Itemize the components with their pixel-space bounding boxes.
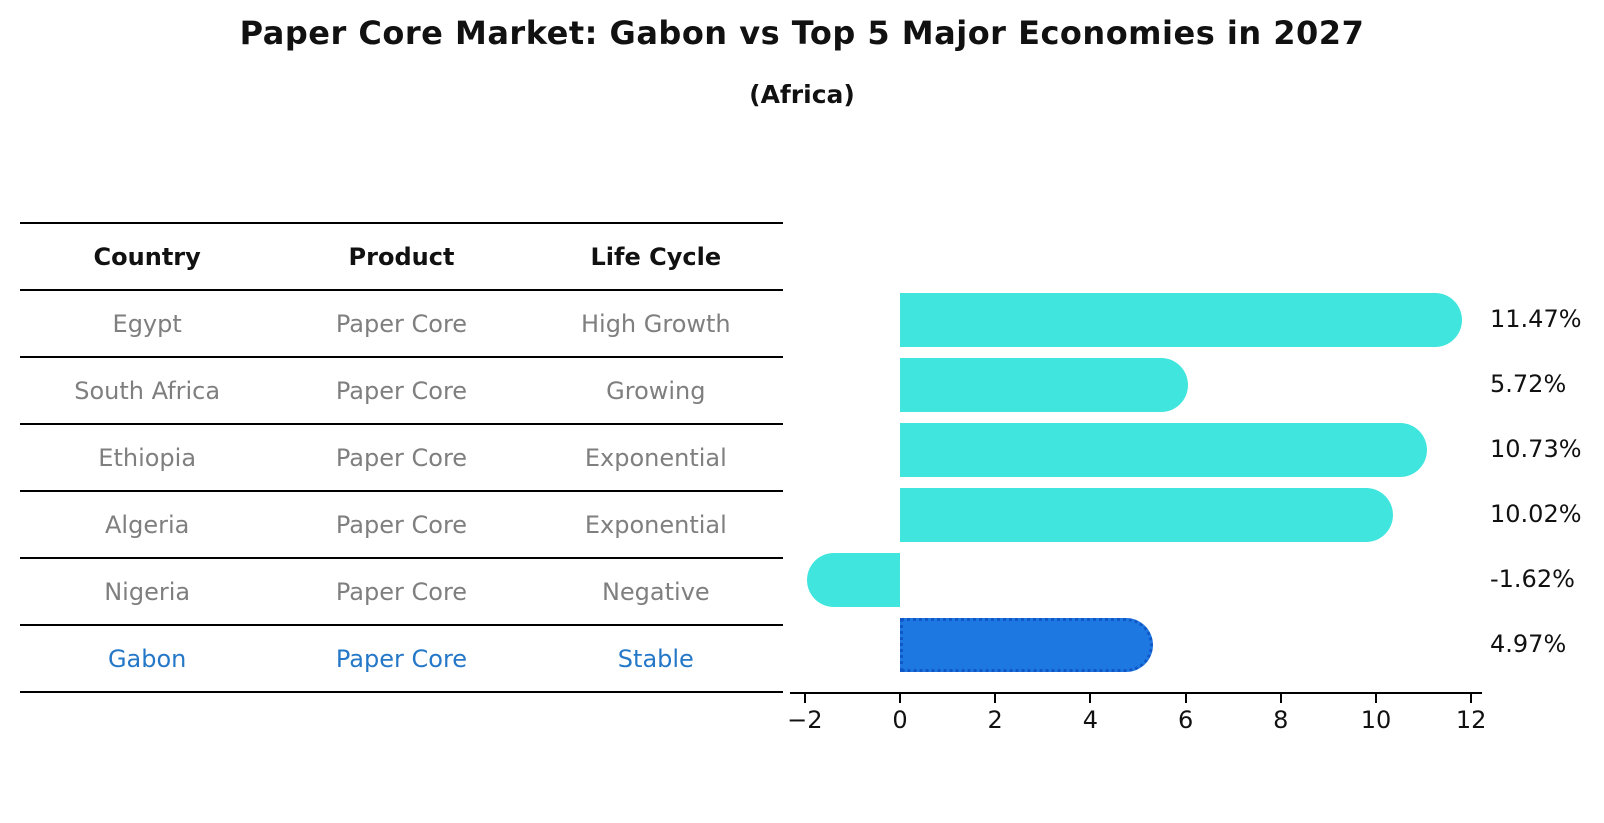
cell-country: Algeria (105, 510, 190, 539)
table-row-egypt: Egypt Paper Core High Growth (20, 291, 783, 358)
country-table: Country Product Life Cycle Egypt Paper Core H… (20, 222, 783, 693)
table-header-row: Country Product Life Cycle (20, 222, 783, 291)
bar-ethiopia (900, 423, 1427, 477)
value-label-ethiopia: 10.73% (1490, 435, 1582, 463)
table-header-life-cycle: Life Cycle (590, 242, 722, 271)
x-axis-tick (1184, 694, 1187, 703)
x-axis-tick-label: 10 (1360, 706, 1392, 734)
x-axis-tick-label: 4 (1082, 706, 1099, 734)
x-axis-tick (899, 694, 901, 703)
value-label-algeria: 10.02% (1490, 500, 1582, 528)
table-row-nigeria: Nigeria Paper Core Negative (20, 559, 783, 626)
table-row-algeria: Algeria Paper Core Exponential (20, 492, 783, 559)
x-axis-tick-label: 8 (1273, 706, 1289, 734)
x-axis-line (790, 692, 1482, 694)
value-label-gabon: 4.97% (1490, 630, 1567, 658)
x-axis-tick (994, 694, 997, 703)
cell-life-cycle: Exponential (584, 443, 727, 472)
cell-life-cycle: High Growth (580, 309, 731, 338)
x-axis-tick (1375, 694, 1377, 703)
cell-life-cycle: Negative (601, 577, 710, 606)
x-axis-tick-label: 0 (892, 706, 908, 734)
x-axis-tick-label: −2 (787, 706, 823, 734)
value-label-egypt: 11.47% (1490, 305, 1582, 333)
cell-country: Nigeria (104, 577, 191, 606)
cell-product: Paper Core (335, 309, 468, 338)
bar-south-africa (900, 358, 1189, 412)
cell-product: Paper Core (335, 644, 468, 673)
table-header-product: Product (348, 242, 455, 271)
x-axis-tick-label: 2 (987, 706, 1003, 734)
table-row-gabon: Gabon Paper Core Stable (20, 626, 783, 693)
cell-product: Paper Core (335, 577, 468, 606)
cell-country: South Africa (74, 376, 221, 405)
cell-product: Paper Core (335, 376, 468, 405)
cell-life-cycle: Stable (617, 644, 694, 673)
cell-product: Paper Core (335, 510, 468, 539)
bar-gabon (900, 618, 1153, 672)
value-label-nigeria: -1.62% (1490, 565, 1575, 593)
cell-product: Paper Core (335, 443, 468, 472)
x-axis-tick (1279, 694, 1282, 703)
cell-life-cycle: Growing (606, 376, 706, 405)
x-axis-tick (1470, 694, 1473, 703)
cell-country: Egypt (112, 309, 182, 338)
chart-subtitle: (Africa) (749, 80, 855, 109)
cell-country: Ethiopia (98, 443, 197, 472)
cell-life-cycle: Exponential (584, 510, 727, 539)
bar-egypt (900, 293, 1462, 347)
bar-algeria (900, 488, 1393, 542)
bar-nigeria (806, 553, 900, 607)
table-header-country: Country (93, 242, 201, 271)
chart-title: Paper Core Market: Gabon vs Top 5 Major … (239, 14, 1365, 52)
x-axis-tick-label: 6 (1177, 706, 1194, 734)
table-row-ethiopia: Ethiopia Paper Core Exponential (20, 425, 783, 492)
table-row-south-africa: South Africa Paper Core Growing (20, 358, 783, 425)
x-axis-tick (1089, 694, 1092, 703)
value-label-south-africa: 5.72% (1490, 370, 1567, 398)
x-axis-tick (803, 694, 806, 703)
x-axis-tick-label: 12 (1455, 706, 1487, 734)
cell-country: Gabon (107, 644, 187, 673)
